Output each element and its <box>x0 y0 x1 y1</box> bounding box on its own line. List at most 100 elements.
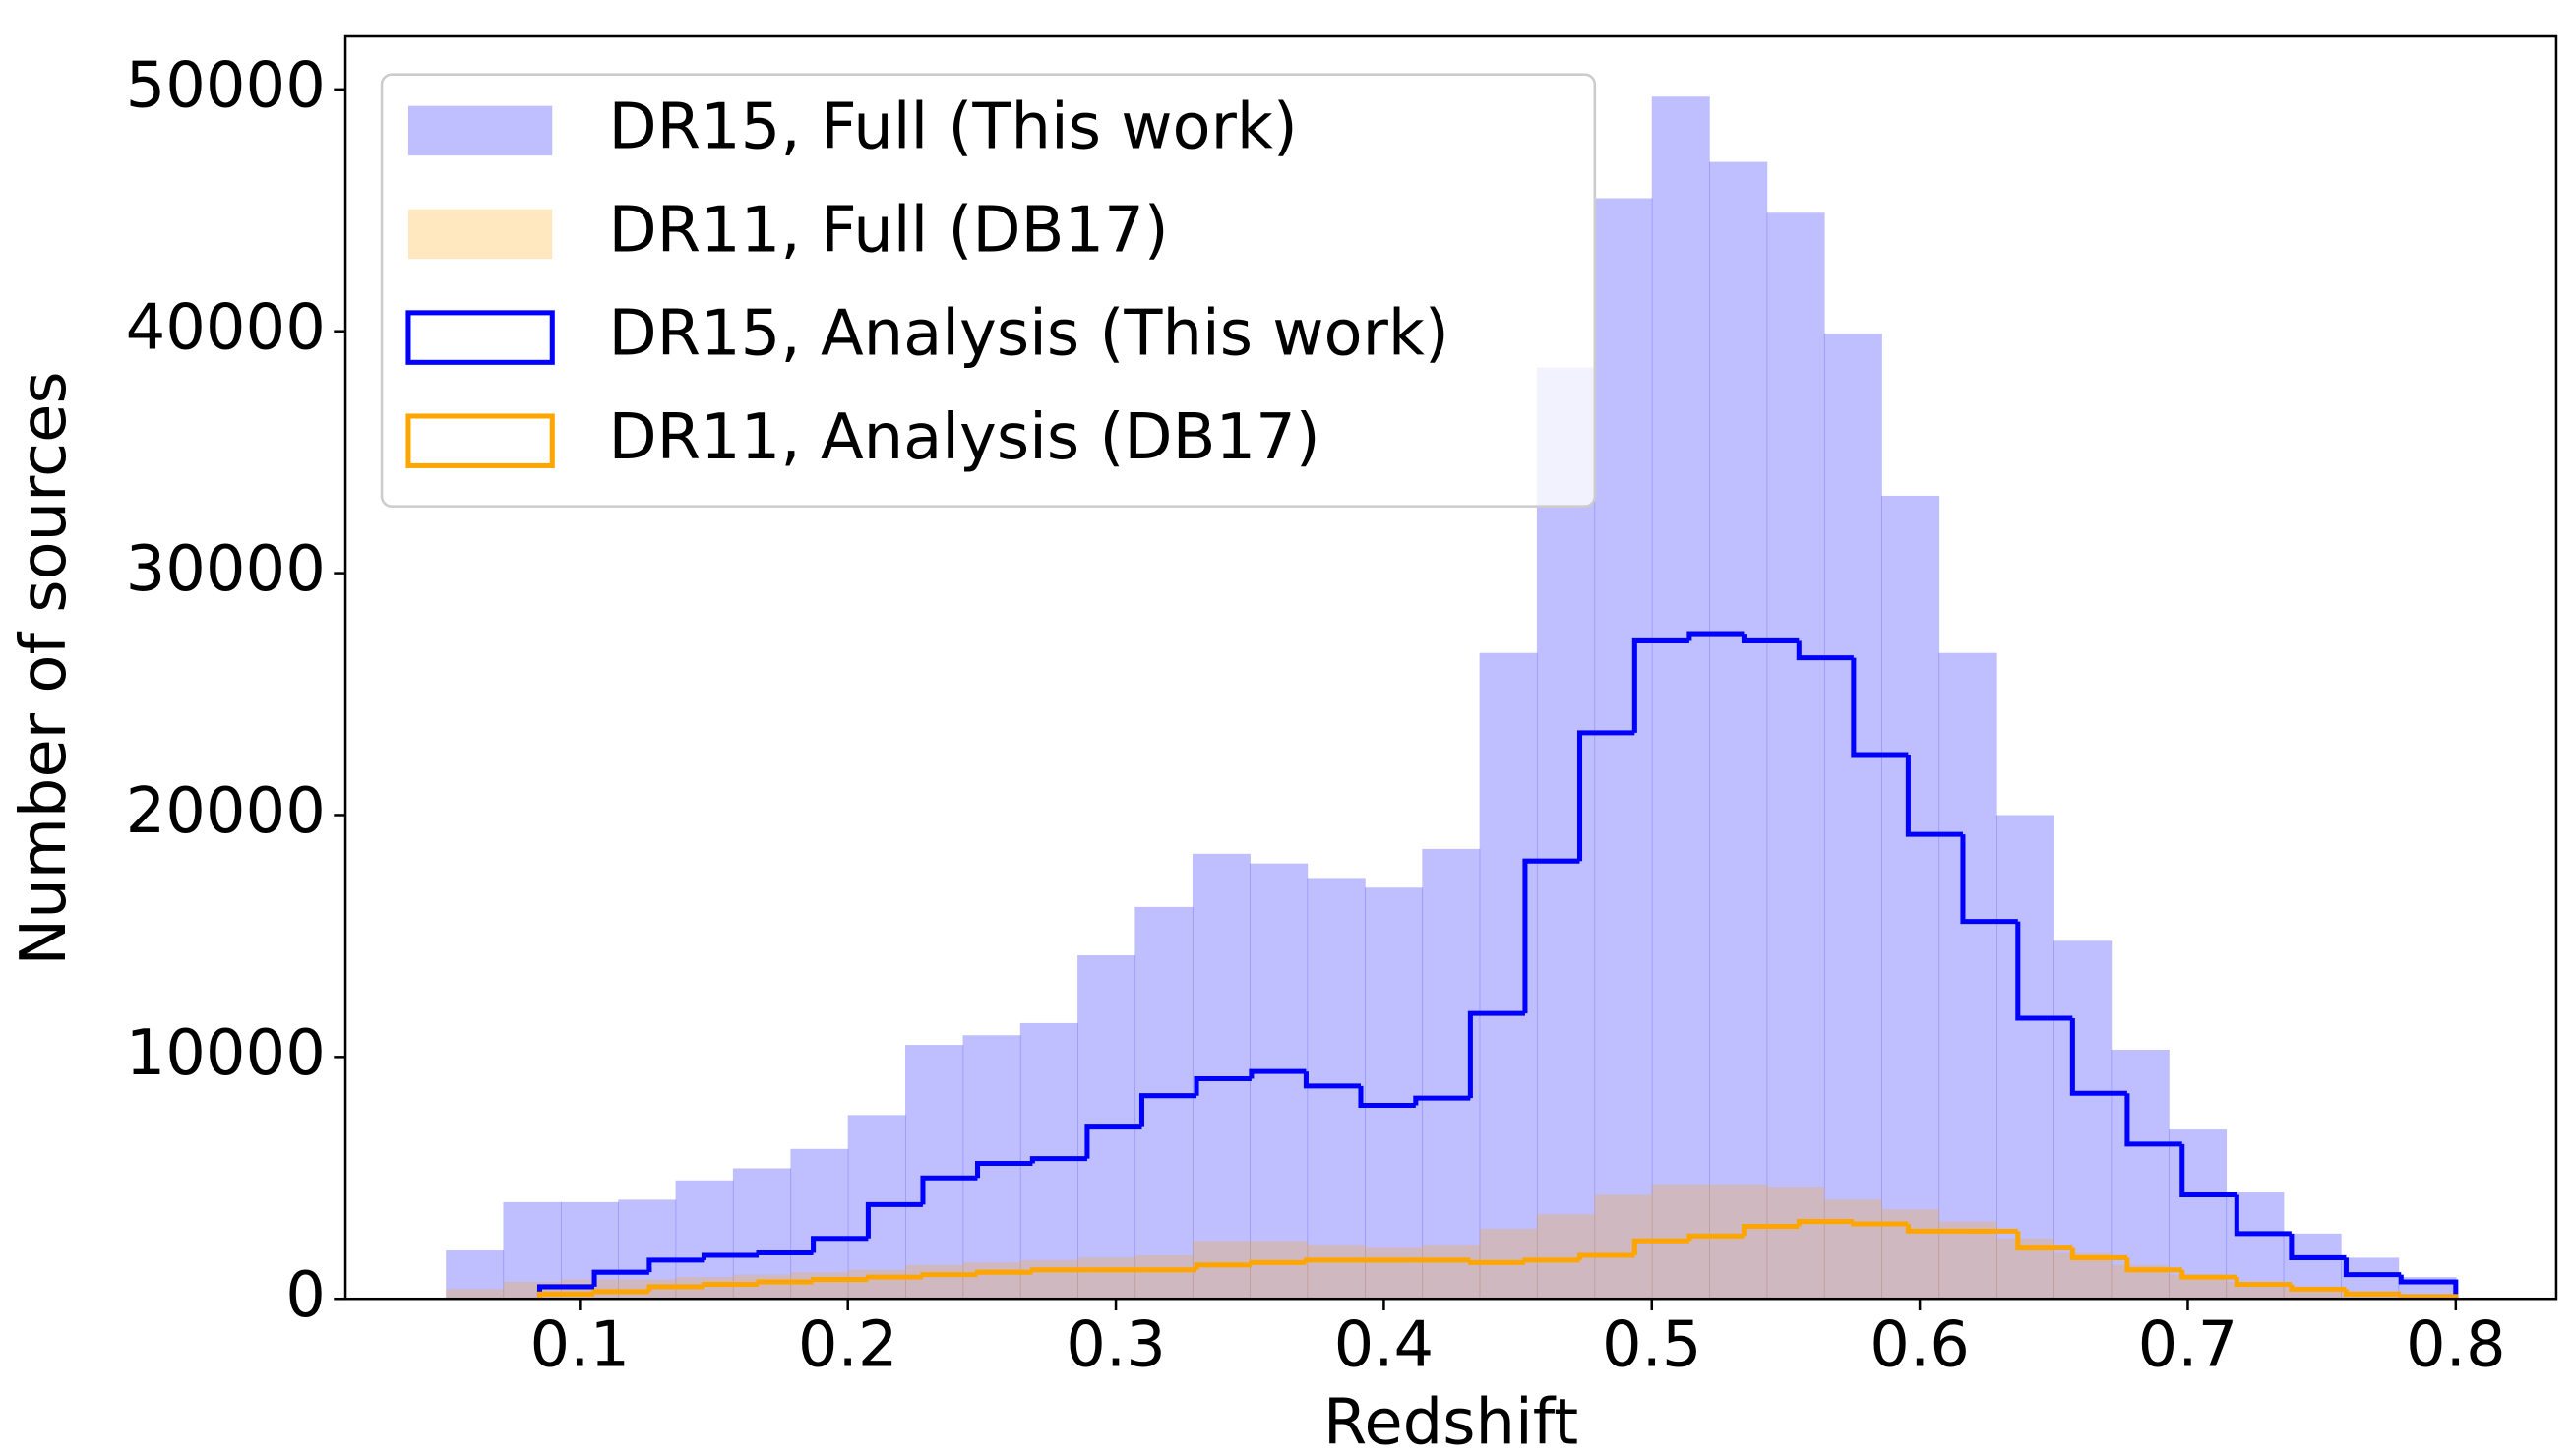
legend-swatch <box>407 209 553 260</box>
x-tick-label: 0.7 <box>2138 1308 2238 1381</box>
histogram-step <box>1960 834 2018 925</box>
histogram-step <box>701 1252 760 1260</box>
histogram-bar <box>1077 1257 1136 1300</box>
histogram-step <box>1631 1238 1689 1255</box>
histogram-step <box>1029 1267 1087 1273</box>
plot-frame <box>343 34 2558 1301</box>
histogram-bar <box>790 1272 849 1300</box>
histogram-bar <box>2111 1049 2170 1300</box>
histogram-bar <box>1250 1241 1309 1300</box>
histogram-step <box>1467 1259 1525 1265</box>
histogram-step <box>1905 1224 1963 1234</box>
histogram-step <box>1522 858 1580 1014</box>
histogram-step <box>2069 1018 2127 1096</box>
histogram-step <box>1631 637 1689 733</box>
histogram-step <box>1686 631 1745 641</box>
histogram-step <box>2343 1289 2402 1297</box>
legend-swatch <box>405 310 555 365</box>
histogram-step <box>2289 1233 2347 1260</box>
histogram-bar <box>1307 1245 1366 1300</box>
histogram-step <box>1851 657 1909 758</box>
histogram-step <box>865 1201 923 1239</box>
histogram-step <box>2234 1277 2292 1287</box>
histogram-step <box>920 1272 978 1278</box>
histogram-step <box>1303 1257 1361 1263</box>
x-tick-label: 0.1 <box>530 1308 631 1381</box>
histogram-bar <box>446 1250 505 1300</box>
histogram-step <box>591 1269 649 1287</box>
histogram-bar <box>1823 1199 1882 1300</box>
histogram-step <box>646 1284 705 1292</box>
y-tick-label: 10000 <box>126 1017 326 1090</box>
x-tick-label: 0.5 <box>1602 1308 1702 1381</box>
histogram-step <box>2179 1143 2237 1198</box>
histogram-bar <box>1881 495 1940 1300</box>
histogram-step <box>1796 640 1854 661</box>
histogram-step <box>975 1269 1033 1275</box>
histogram-step <box>1576 1252 1635 1260</box>
histogram-bar <box>1422 1245 1481 1300</box>
histogram-bar <box>2053 1252 2113 1300</box>
histogram-bar <box>1766 1187 1825 1300</box>
histogram-step <box>2015 921 2073 1021</box>
x-tick-label: 0.4 <box>1334 1308 1435 1381</box>
histogram-step <box>2289 1284 2347 1292</box>
histogram-bar <box>847 1269 906 1300</box>
histogram-step <box>1686 1233 1745 1242</box>
y-tick-label: 40000 <box>126 291 326 364</box>
histogram-step <box>2069 1247 2127 1260</box>
x-axis-label: Redshift <box>1323 1386 1578 1456</box>
histogram-step <box>1741 1223 1800 1237</box>
histogram-bar <box>904 1264 964 1300</box>
histogram-step <box>2398 1274 2459 1300</box>
y-axis-label: Number of sources <box>8 371 81 965</box>
histogram-step <box>865 1274 923 1280</box>
histogram-step <box>1084 1124 1142 1159</box>
legend-label: DR11, Analysis (DB17) <box>608 401 1319 474</box>
histogram-step <box>756 1279 814 1285</box>
y-tick-label: 20000 <box>126 775 326 848</box>
x-tick-label: 0.2 <box>798 1308 898 1381</box>
histogram-step <box>1249 1068 1307 1079</box>
histogram-step <box>975 1161 1033 1179</box>
histogram-step <box>1796 1219 1854 1227</box>
histogram-step <box>1249 1259 1307 1265</box>
histogram-bar <box>962 1035 1021 1300</box>
legend-swatch <box>405 413 555 468</box>
histogram-step <box>1138 1093 1197 1127</box>
histogram-step <box>920 1175 978 1205</box>
histogram-step <box>811 1277 869 1283</box>
histogram-bar <box>1938 1221 1997 1300</box>
histogram-bar <box>1134 1254 1194 1300</box>
histogram-bar <box>2053 940 2113 1300</box>
histogram-step <box>701 1281 760 1287</box>
x-tick-label: 0.3 <box>1066 1308 1166 1381</box>
histogram-bar <box>790 1148 849 1300</box>
histogram-bar <box>1823 334 1882 1300</box>
histogram-step <box>1194 1075 1252 1096</box>
histogram-bar <box>1651 96 1710 1300</box>
y-tick-label: 50000 <box>126 49 326 122</box>
legend: DR15, Full (This work) DR11, Full (DB17) D… <box>380 73 1597 508</box>
histogram-step <box>811 1236 869 1253</box>
histogram-bar <box>1365 887 1424 1300</box>
histogram-step <box>1467 1010 1525 1099</box>
histogram-step <box>1194 1262 1252 1270</box>
histogram-step <box>1413 1095 1471 1106</box>
histogram-bar <box>561 1201 619 1300</box>
histogram-bar <box>2169 1129 2228 1300</box>
x-tick-label: 0.8 <box>2406 1308 2506 1381</box>
histogram-bar <box>1536 367 1596 1300</box>
histogram-step <box>2343 1257 2402 1278</box>
histogram-bar <box>503 1201 562 1300</box>
histogram-step <box>591 1289 649 1295</box>
histogram-step <box>2179 1269 2237 1280</box>
histogram-step <box>2124 1093 2182 1147</box>
histogram-bar <box>1594 198 1653 1300</box>
histogram-bar <box>1019 1259 1078 1300</box>
histogram-bar <box>675 1180 734 1300</box>
histogram-step <box>1522 1257 1580 1263</box>
histogram-step <box>1851 1221 1909 1227</box>
histogram-step <box>1905 755 1963 837</box>
